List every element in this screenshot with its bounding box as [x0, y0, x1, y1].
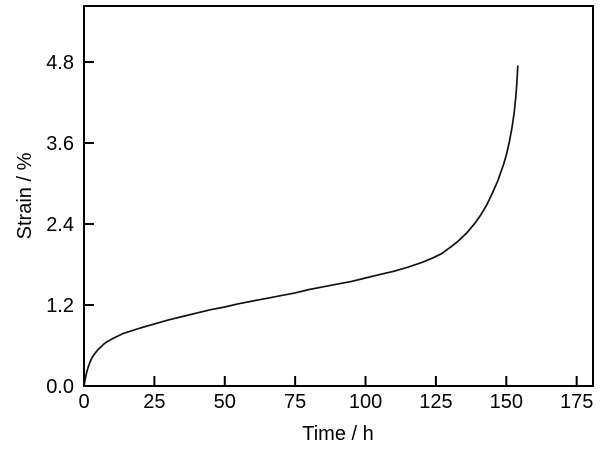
y-axis-title: Strain / %: [14, 152, 36, 239]
x-tick-label: 125: [419, 391, 452, 413]
chart-generated-layer: 0 25 50 75 100 125 150 175 0.0 1.2 2.4 3.6 4.8: [46, 5, 594, 413]
x-tick-label: 150: [490, 391, 523, 413]
y-tick-label: 4.8: [46, 52, 74, 74]
y-tick-label: 1.2: [46, 295, 74, 317]
x-tick-label: 75: [284, 391, 306, 413]
x-tick-label: 25: [143, 391, 165, 413]
plot-frame: [83, 5, 594, 387]
y-tick-label: 2.4: [46, 214, 74, 236]
x-tick-label: 50: [214, 391, 236, 413]
y-tick-label: 3.6: [46, 133, 74, 155]
x-tick-label: 0: [78, 391, 89, 413]
x-axis-title: Time / h: [302, 423, 374, 445]
creep-strain-curve: [83, 65, 519, 387]
x-tick-label: 100: [349, 391, 382, 413]
y-tick-label: 0.0: [46, 376, 74, 398]
x-tick-label: 175: [560, 391, 593, 413]
